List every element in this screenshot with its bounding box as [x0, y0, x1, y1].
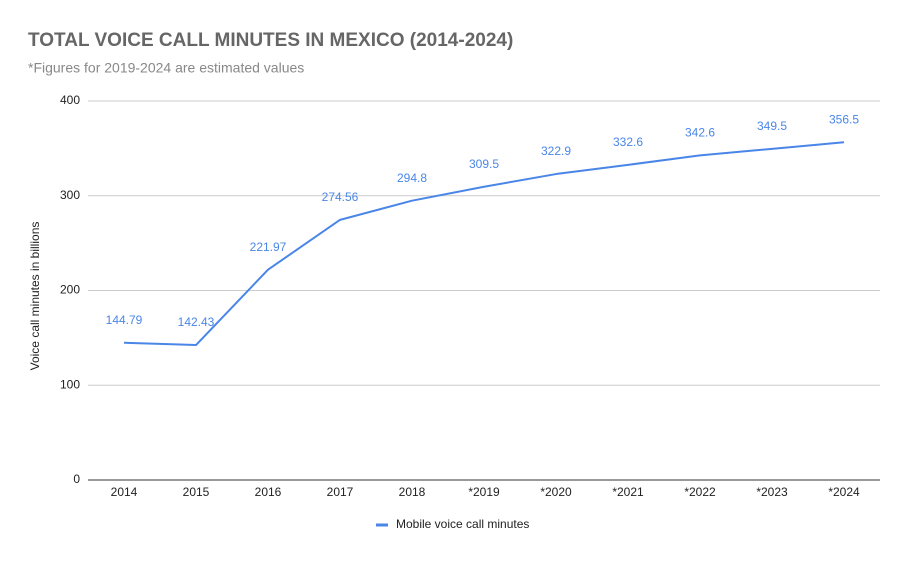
chart-title: TOTAL VOICE CALL MINUTES IN MEXICO (2014…: [28, 30, 513, 51]
x-tick-label: *2019: [468, 485, 500, 499]
data-label: 294.8: [397, 171, 427, 185]
y-axis-title: Voice call minutes in billions: [28, 222, 42, 371]
y-tick-label: 200: [60, 283, 80, 297]
x-tick-label: 2015: [183, 485, 210, 499]
x-tick-label: *2022: [684, 485, 716, 499]
x-tick-label: *2024: [828, 485, 860, 499]
data-label: 322.9: [541, 144, 571, 158]
legend-label: Mobile voice call minutes: [396, 517, 529, 531]
x-tick-label: 2018: [399, 485, 426, 499]
x-tick-label: 2016: [255, 485, 282, 499]
data-label: 342.6: [685, 126, 715, 140]
chart-subtitle: *Figures for 2019-2024 are estimated val…: [28, 60, 304, 76]
x-tick-label: *2021: [612, 485, 644, 499]
data-label: 332.6: [613, 135, 643, 149]
data-label: 142.43: [178, 315, 215, 329]
data-label: 309.5: [469, 157, 499, 171]
data-label: 349.5: [757, 119, 787, 133]
x-tick-label: 2017: [327, 485, 354, 499]
y-tick-label: 0: [73, 472, 80, 486]
x-tick-label: 2014: [111, 485, 138, 499]
data-line: [123, 141, 845, 347]
data-label: 144.79: [106, 313, 143, 327]
x-tick-label: *2023: [756, 485, 788, 499]
data-label: 221.97: [250, 240, 287, 254]
x-tick-label: *2020: [540, 485, 572, 499]
data-label: 356.5: [829, 112, 859, 126]
y-tick-label: 400: [60, 93, 80, 107]
y-tick-label: 300: [60, 188, 80, 202]
y-tick-label: 100: [60, 377, 80, 391]
data-label: 274.56: [322, 190, 359, 204]
